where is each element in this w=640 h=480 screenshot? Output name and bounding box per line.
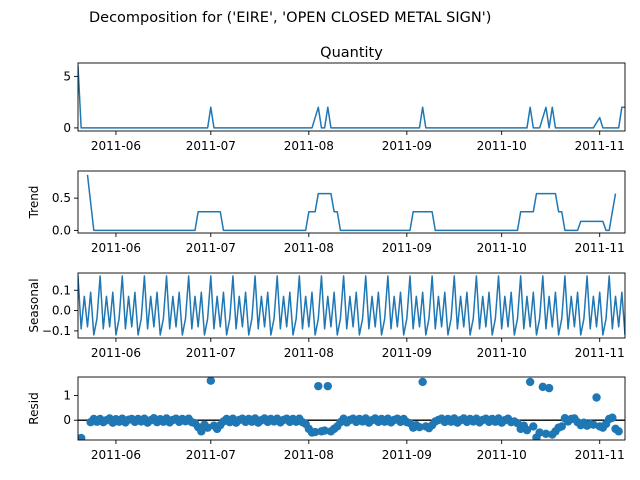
x-tick-label: 2011-07 — [186, 139, 236, 153]
x-tick-label: 2011-09 — [382, 139, 432, 153]
y-axis-label: Seasonal — [27, 278, 41, 332]
x-tick-label: 2011-09 — [382, 346, 432, 360]
resid-point — [544, 383, 554, 393]
x-tick-label: 2011-07 — [186, 448, 236, 462]
subplot-1: 0 5 2011-06 2011-07 2011-08 2011-09 2011-10 201… — [63, 45, 626, 153]
resid-point — [320, 426, 329, 435]
x-tick-label: 2011-09 — [382, 241, 432, 255]
subplot-panels: 0 5 2011-06 2011-07 2011-08 2011-09 2011-10 201… — [27, 45, 626, 462]
x-tick-label: 2011-11 — [575, 448, 625, 462]
resid-point — [522, 425, 532, 435]
x-tick-label: 2011-07 — [186, 346, 236, 360]
plot-area — [78, 377, 625, 440]
x-tick-label: 2011-08 — [284, 448, 334, 462]
y-tick-label: 0 — [63, 413, 71, 427]
resid-point — [529, 422, 538, 431]
resid-point — [592, 393, 601, 402]
resid-point — [206, 377, 215, 385]
resid-point — [557, 422, 566, 431]
resid-point — [310, 427, 320, 437]
resid-point — [614, 427, 623, 436]
x-tick-label: 2011-08 — [284, 346, 334, 360]
series-line — [86, 174, 617, 232]
y-tick-label: 0.5 — [52, 191, 71, 205]
figure-title: Decomposition for ('EIRE', 'OPEN CLOSED … — [89, 10, 491, 26]
x-tick-label: 2011-11 — [575, 139, 625, 153]
subplot-2: 0.0 0.5 2011-06 2011-07 2011-08 2011-09 2011-1… — [27, 170, 626, 255]
y-tick-label: −0.1 — [42, 324, 71, 338]
axes-frame — [77, 170, 626, 234]
x-tick-label: 2011-06 — [91, 346, 141, 360]
resid-point — [314, 381, 323, 391]
x-tick-label: 2011-11 — [575, 241, 625, 255]
x-tick-label: 2011-10 — [477, 241, 527, 255]
plot-area — [78, 275, 625, 336]
x-tick-label: 2011-08 — [284, 241, 334, 255]
resid-point — [589, 420, 598, 429]
y-tick-label: 1 — [63, 389, 71, 403]
resid-point — [197, 427, 206, 436]
series-line — [78, 275, 625, 336]
resid-point — [538, 382, 547, 392]
resid-point — [535, 428, 544, 437]
series-line — [78, 66, 625, 129]
x-tick-label: 2011-08 — [284, 139, 334, 153]
resid-point — [203, 423, 212, 432]
axes-frame — [77, 62, 626, 132]
y-axis-label: Resid — [27, 392, 41, 424]
x-tick-label: 2011-10 — [477, 346, 527, 360]
resid-point — [415, 422, 424, 432]
resid-point — [323, 381, 332, 391]
plot-area — [78, 66, 625, 129]
x-tick-label: 2011-06 — [91, 241, 141, 255]
resid-point — [78, 433, 86, 440]
subplot-title: Quantity — [320, 45, 383, 61]
y-tick-label: 0.0 — [52, 304, 71, 318]
y-tick-label: 0 — [63, 121, 71, 135]
y-axis-label: Trend — [27, 186, 41, 220]
resid-point — [541, 429, 551, 439]
resid-point — [418, 377, 427, 387]
y-tick-label: 0.1 — [52, 283, 71, 297]
x-tick-label: 2011-09 — [382, 448, 432, 462]
x-tick-label: 2011-10 — [477, 448, 527, 462]
plot-area — [86, 174, 617, 232]
resid-point — [608, 413, 617, 422]
y-tick-label: 0.0 — [52, 223, 71, 237]
subplot-4: 0 1 2011-06 2011-07 2011-08 2011-09 2011-10 201… — [27, 376, 626, 462]
x-tick-label: 2011-06 — [91, 448, 141, 462]
x-tick-label: 2011-07 — [186, 241, 236, 255]
axes-frame — [77, 376, 626, 441]
y-tick-label: 5 — [63, 69, 71, 83]
resid-point — [525, 377, 535, 387]
x-tick-label: 2011-11 — [575, 346, 625, 360]
x-tick-label: 2011-10 — [477, 139, 527, 153]
subplot-3: −0.1 0.0 0.1 2011-06 2011-07 2011-08 2011-09 20… — [27, 272, 626, 360]
x-tick-label: 2011-06 — [91, 139, 141, 153]
axes-frame — [77, 272, 626, 339]
